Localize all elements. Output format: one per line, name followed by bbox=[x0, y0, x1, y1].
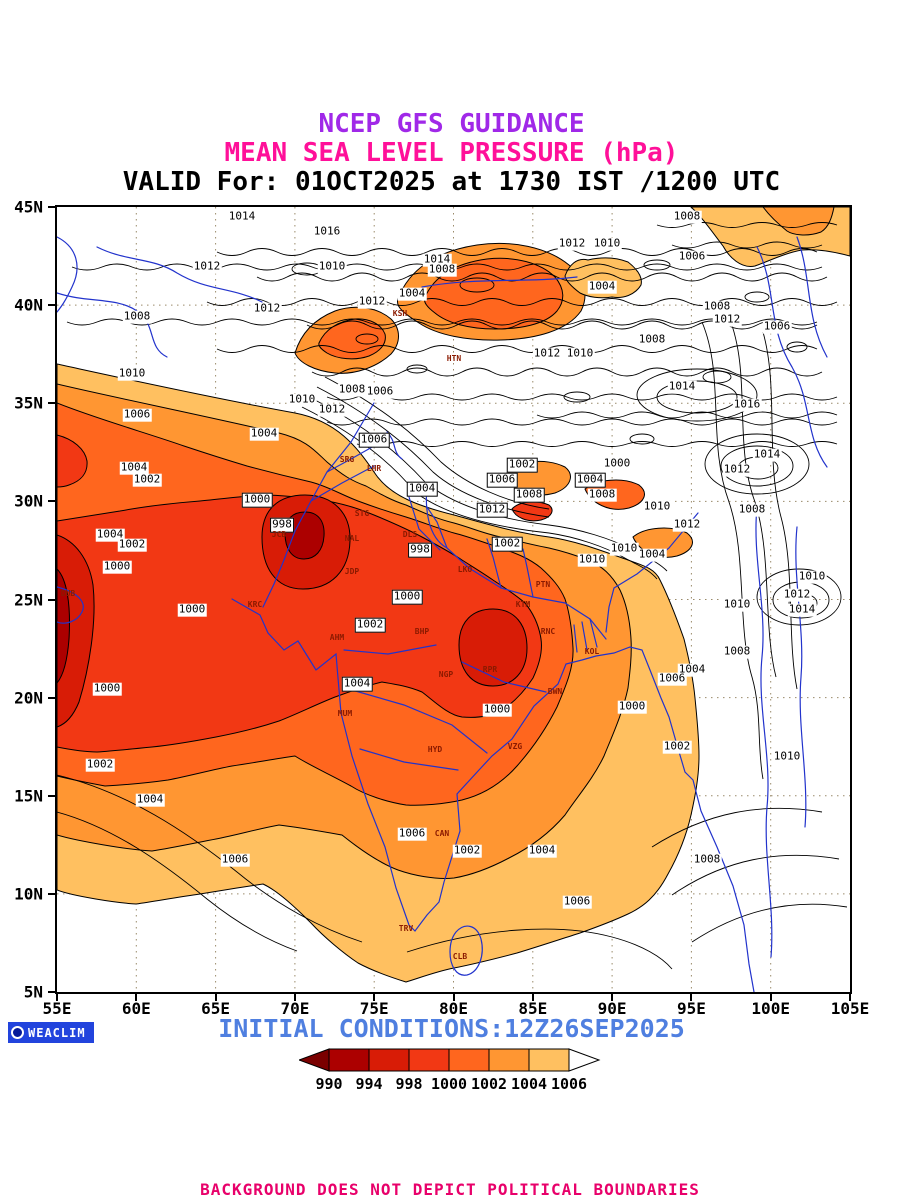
colorbar-cell bbox=[328, 1048, 370, 1072]
colorbar-cell bbox=[408, 1048, 450, 1072]
colorbar-cell bbox=[528, 1048, 570, 1072]
colorbar-tick-label: 1006 bbox=[550, 1075, 588, 1093]
colorbar: 990 994 998 1000 1002 1004 1006 bbox=[297, 1048, 601, 1100]
x-axis-label: 55E bbox=[42, 999, 72, 1018]
y-axis-label: 25N bbox=[14, 590, 43, 609]
y-axis-tick bbox=[48, 991, 56, 993]
x-axis-label: 90E bbox=[597, 999, 627, 1018]
x-axis: 55E 60E 65E 70E 75E 80E 85E 90E 95E 100E 105E bbox=[43, 999, 870, 1023]
y-axis-tick bbox=[48, 206, 56, 208]
colorbar-tick-label: 998 bbox=[395, 1075, 423, 1093]
title-model: NCEP GFS GUIDANCE bbox=[318, 109, 585, 139]
y-axis-label: 35N bbox=[14, 393, 43, 413]
colorbar-scale bbox=[297, 1048, 601, 1072]
x-axis-label: 95E bbox=[676, 999, 706, 1018]
y-axis-tick bbox=[48, 402, 56, 405]
x-axis-label: 75E bbox=[359, 999, 389, 1018]
contour-lines bbox=[57, 222, 848, 970]
initial-conditions-text: INITIAL CONDITIONS:12Z26SEP2025 bbox=[218, 1014, 685, 1043]
colorbar-tick-label: 1004 bbox=[510, 1075, 548, 1093]
y-axis: 45N 40N 35N 30N 25N 20N 15N 10N 5N bbox=[3, 198, 49, 1002]
y-axis-tick bbox=[48, 304, 56, 307]
x-axis-label: 70E bbox=[280, 999, 310, 1018]
title-field: MEAN SEA LEVEL PRESSURE (hPa) bbox=[224, 138, 679, 168]
y-axis-label: 15N bbox=[14, 786, 43, 806]
colorbar-tick-label: 994 bbox=[355, 1075, 383, 1093]
map-plot-area: 1014 1008 1016 1012 1010 1006 1014 1012 1010 1008… bbox=[14, 198, 869, 1019]
x-axis-label: 85E bbox=[518, 999, 548, 1018]
title-valid-time: VALID For: 01OCT2025 at 1730 IST /1200 U… bbox=[122, 167, 781, 197]
y-axis-label: 45N bbox=[14, 197, 43, 217]
colorbar-cell bbox=[488, 1048, 530, 1072]
x-axis-label: 105E bbox=[830, 999, 870, 1018]
pressure-contour-map bbox=[57, 207, 850, 992]
colorbar-arrow-high bbox=[568, 1048, 601, 1072]
y-axis-label: 5N bbox=[23, 982, 43, 1002]
coastlines-rivers bbox=[57, 236, 828, 992]
pressure-fill-bands bbox=[57, 207, 850, 983]
x-axis-label: 100E bbox=[751, 999, 790, 1018]
y-axis-label: 10N bbox=[14, 884, 43, 904]
weaclim-logo-icon bbox=[11, 1026, 24, 1039]
colorbar-tick-label: 1002 bbox=[470, 1075, 508, 1093]
colorbar-tick-label: 1000 bbox=[430, 1075, 468, 1093]
y-axis-tick bbox=[48, 500, 56, 503]
colorbar-arrow-low bbox=[297, 1048, 330, 1072]
weaclim-logo-text: WEACLIM bbox=[28, 1025, 86, 1040]
y-axis-label: 30N bbox=[14, 491, 43, 511]
y-axis-tick bbox=[48, 892, 56, 895]
title-block: NCEP GFS GUIDANCE MEAN SEA LEVEL PRESSUR… bbox=[55, 110, 848, 197]
weaclim-logo: WEACLIM bbox=[8, 1022, 94, 1043]
y-axis-label: 40N bbox=[14, 295, 43, 315]
x-axis-label: 65E bbox=[201, 999, 231, 1018]
disclaimer-text: BACKGROUND DOES NOT DEPICT POLITICAL BOU… bbox=[200, 1180, 700, 1199]
colorbar-tick-label: 990 bbox=[315, 1075, 343, 1093]
y-axis-tick bbox=[48, 598, 56, 601]
x-axis-label: 60E bbox=[121, 999, 151, 1018]
y-axis-tick bbox=[48, 696, 56, 699]
colorbar-cell bbox=[448, 1048, 490, 1072]
y-axis-label: 20N bbox=[14, 688, 43, 708]
x-axis-label: 80E bbox=[439, 999, 468, 1018]
y-axis-tick bbox=[48, 794, 56, 797]
colorbar-cell bbox=[368, 1048, 410, 1072]
